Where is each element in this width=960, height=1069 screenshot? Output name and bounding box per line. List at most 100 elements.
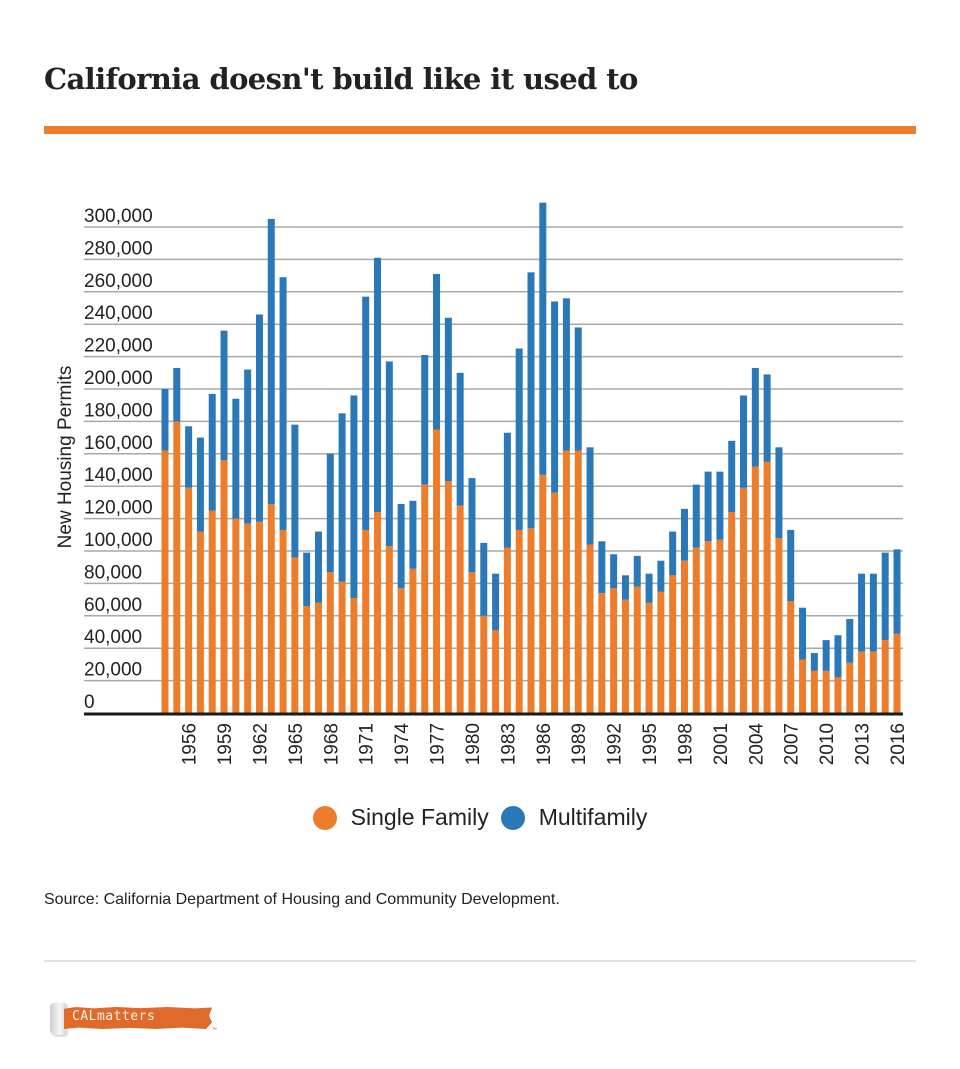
gridlines — [84, 226, 903, 682]
y-tick-label: 40,000 — [84, 627, 142, 648]
bar-multifamily — [527, 272, 535, 529]
x-tick-label: 2001 — [711, 723, 732, 765]
x-tick-label: 1995 — [640, 723, 661, 765]
bar-single-family — [362, 529, 370, 713]
legend-label: Multifamily — [538, 804, 648, 830]
bar-single-family — [208, 510, 216, 713]
bar-multifamily — [728, 440, 736, 513]
bar-multifamily — [397, 504, 405, 589]
bar-multifamily — [598, 541, 606, 594]
bar-multifamily — [456, 372, 464, 506]
y-tick-label: 280,000 — [84, 238, 153, 259]
bar-single-family — [645, 602, 653, 713]
bar-multifamily — [385, 361, 393, 547]
bar-single-family — [846, 662, 854, 713]
bar-single-family — [468, 572, 476, 713]
bar-single-family — [562, 450, 570, 713]
x-axis-ticks: 1956 1959 1962 1965 1968 1971 1974 1977 1980 1983… — [180, 723, 909, 766]
bar-multifamily — [444, 317, 452, 482]
footer-divider — [44, 960, 916, 962]
x-tick-label: 2007 — [782, 723, 803, 765]
bar-single-family — [480, 615, 488, 713]
bar-single-family — [574, 450, 582, 713]
y-tick-label: 240,000 — [84, 303, 153, 324]
bar-single-family — [822, 670, 830, 713]
bar-multifamily — [846, 619, 854, 663]
y-tick-label: 120,000 — [84, 498, 153, 519]
bar-single-family — [314, 602, 322, 713]
bar-multifamily — [586, 447, 594, 545]
bar-multifamily — [196, 437, 204, 532]
bar-single-family — [692, 547, 700, 713]
bar-multifamily — [633, 555, 641, 587]
bar-single-family — [433, 429, 441, 713]
bar-single-family — [539, 474, 547, 713]
bar-single-family — [185, 487, 193, 713]
chart-title: California doesn't build like it used to — [44, 62, 638, 96]
bar-multifamily — [185, 426, 193, 488]
legend: Single Family Multifamily — [0, 804, 960, 831]
bar-single-family — [374, 512, 382, 713]
bar-single-family — [267, 504, 275, 713]
x-tick-label: 1998 — [675, 723, 696, 765]
bar-multifamily — [692, 484, 700, 548]
bar-multifamily — [362, 296, 370, 530]
bar-single-family — [232, 518, 240, 713]
bar-multifamily — [208, 393, 216, 511]
bar-single-family — [173, 421, 181, 713]
bar-multifamily — [810, 653, 818, 671]
bar-single-family — [244, 523, 252, 713]
bar-multifamily — [409, 500, 417, 569]
bar-single-family — [881, 640, 889, 713]
bar-multifamily — [716, 471, 724, 540]
bar-single-family — [397, 588, 405, 713]
title-accent-rule — [44, 126, 916, 134]
bar-single-family — [633, 586, 641, 713]
source-note: Source: California Department of Housing… — [44, 891, 560, 908]
bar-single-family — [385, 546, 393, 713]
logo-text: CALmatters — [72, 1009, 156, 1024]
legend-item-single-family: Single Family — [312, 804, 489, 831]
bar-multifamily — [291, 424, 299, 558]
bar-multifamily — [787, 529, 795, 602]
x-tick-label: 1959 — [215, 723, 236, 765]
bar-multifamily — [858, 573, 866, 652]
bar-single-family — [303, 606, 311, 713]
bar-single-family — [551, 492, 559, 713]
y-tick-label: 260,000 — [84, 271, 153, 292]
bar-multifamily — [669, 531, 677, 576]
bar-single-family — [279, 529, 287, 713]
bar-single-family — [350, 597, 358, 713]
stacked-bar-chart: 0 20,000 40,000 60,000 80,000 100,000 120,000 1… — [55, 202, 909, 766]
bar-single-family — [680, 560, 688, 713]
bar-multifamily — [539, 202, 547, 475]
trademark-mark: ™ — [212, 1027, 217, 1033]
x-tick-label: 1971 — [357, 723, 378, 765]
bar-single-family — [893, 633, 901, 713]
multifamily-swatch-icon — [500, 805, 525, 830]
bar-single-family — [704, 541, 712, 713]
bar-single-family — [456, 505, 464, 713]
bar-multifamily — [822, 640, 830, 671]
bar-single-family — [586, 544, 594, 713]
bar-single-family — [799, 659, 807, 713]
y-axis-title: New Housing Permits — [55, 366, 76, 549]
y-tick-label: 200,000 — [84, 368, 153, 389]
x-tick-label: 1962 — [250, 723, 271, 765]
bar-single-family — [728, 512, 736, 713]
bar-single-family — [503, 547, 511, 713]
bar-multifamily — [350, 395, 358, 598]
x-tick-label: 1968 — [321, 723, 342, 765]
bar-multifamily — [220, 330, 228, 461]
calmatters-logo[interactable]: CALmatters ™ — [50, 1003, 220, 1035]
bar-single-family — [610, 588, 618, 713]
bar-single-family — [869, 651, 877, 713]
bar-single-family — [775, 538, 783, 713]
bar-single-family — [527, 528, 535, 713]
bar-single-family — [834, 677, 842, 713]
bar-multifamily — [740, 395, 748, 488]
bar-single-family — [255, 521, 263, 713]
bar-single-family — [598, 593, 606, 713]
bar-single-family — [291, 557, 299, 713]
bar-multifamily — [421, 354, 429, 485]
